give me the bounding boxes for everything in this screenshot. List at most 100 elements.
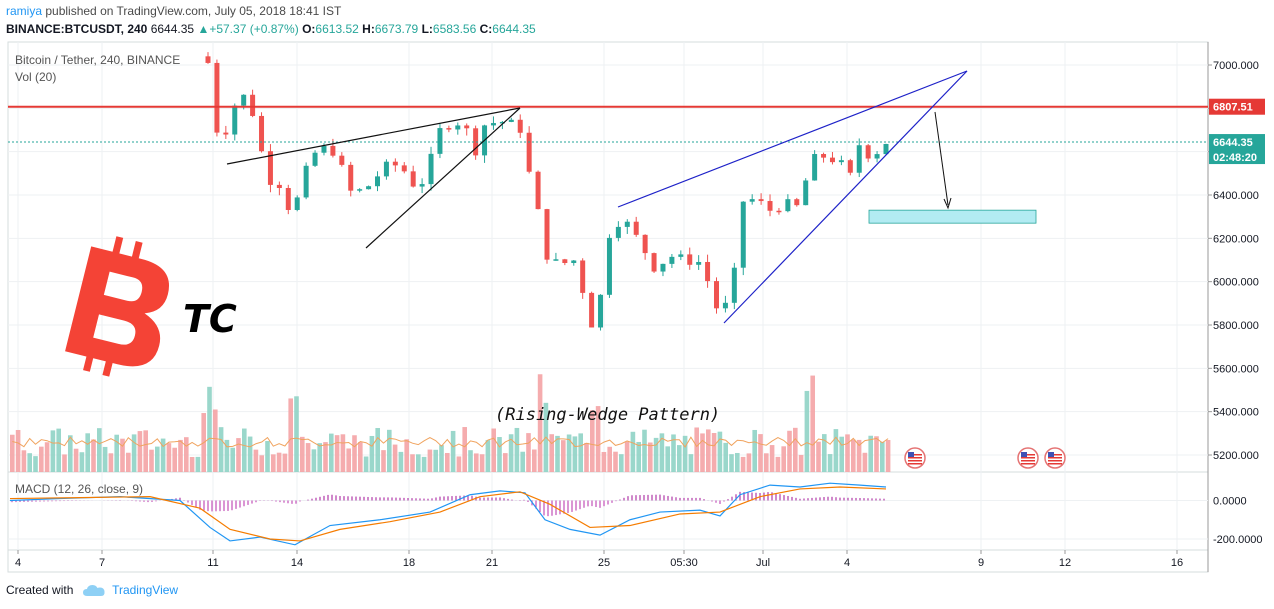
volume-bar: [520, 451, 525, 472]
volume-bar: [247, 436, 253, 472]
high-label: H:: [362, 22, 375, 36]
candle-body: [553, 259, 559, 261]
wedge-lower-line-2[interactable]: [723, 70, 968, 324]
candle-body: [348, 164, 354, 191]
pattern-annotation: (Rising-Wedge Pattern): [495, 405, 720, 425]
volume-bar: [868, 435, 873, 472]
volume-bar: [508, 434, 514, 472]
candle-body: [214, 62, 220, 133]
price-tick-label: 5800.000: [1213, 320, 1259, 332]
price-chart[interactable]: TC (Rising-Wedge Pattern) Bitcoin / Teth…: [0, 0, 1274, 580]
price-tick-label: 5400.000: [1213, 407, 1259, 419]
volume-bar: [717, 431, 723, 472]
volume-bar: [427, 449, 433, 472]
candle-body: [651, 253, 657, 272]
close-value: 6644.35: [492, 22, 536, 36]
volume-bar: [659, 433, 665, 472]
volume-bar: [514, 427, 520, 472]
volume-bar: [410, 454, 415, 472]
candle-body: [740, 201, 746, 268]
candle-body: [606, 237, 612, 295]
logo-text: TC: [183, 297, 237, 341]
candle-body: [285, 188, 291, 210]
candle-body: [446, 128, 452, 130]
candle-body: [642, 234, 648, 254]
flag-stripe: [1021, 460, 1035, 462]
volume-bar: [346, 448, 351, 472]
volume-bar: [851, 439, 856, 472]
price-tick-label: 6400.000: [1213, 190, 1259, 202]
volume-bar: [572, 436, 578, 472]
open-value: 6613.52: [315, 22, 359, 36]
volume-bar: [265, 441, 270, 472]
volume-bar: [787, 430, 792, 472]
candle-body: [722, 302, 728, 309]
ohlc-bar: BINANCE:BTCUSDT, 240 6644.35 ▲+57.37 (+0…: [6, 22, 1274, 36]
volume-bar: [746, 453, 752, 472]
volume-bar: [793, 427, 798, 472]
volume-bar: [126, 452, 131, 472]
candle-body: [580, 260, 586, 293]
volume-bar: [143, 430, 148, 472]
low-label: L:: [421, 22, 433, 36]
time-tick-label: 25: [598, 557, 610, 569]
volume-bar: [85, 433, 90, 472]
volume-bar: [131, 434, 137, 472]
bitcoin-logo-icon: [65, 236, 169, 377]
volume-bar: [392, 444, 398, 472]
time-axis-labels: 4 7 11 14 18 21 25 05:30 Jul 4 9 12 16: [15, 550, 1183, 569]
volume-bar: [300, 436, 305, 472]
volume-bar: [149, 449, 154, 472]
wedge-upper-line-2[interactable]: [617, 70, 968, 208]
time-tick-label: Jul: [756, 557, 770, 569]
created-with-text: Created with: [6, 583, 74, 597]
price-axis[interactable]: 7000.0006800.0006600.0006400.0006200.000…: [1208, 60, 1263, 546]
macd-tick-label: 0.0000: [1213, 496, 1247, 508]
volume-bar: [10, 434, 15, 472]
flag-canton: [1021, 452, 1027, 457]
volume-bar: [827, 454, 833, 472]
volume-bar: [601, 451, 607, 472]
volume-bar: [97, 428, 102, 472]
flag-stripe: [1048, 460, 1062, 462]
volume-bar: [526, 433, 531, 472]
tradingview-link[interactable]: TradingView: [112, 583, 179, 597]
flag-stripe: [1021, 454, 1035, 456]
candle-body: [205, 56, 211, 63]
target-zone[interactable]: [868, 209, 1037, 224]
volume-bar: [294, 396, 299, 472]
volume-bar: [305, 443, 311, 472]
wedge-lower-line-1[interactable]: [365, 107, 521, 249]
target-arrow[interactable]: [934, 111, 949, 206]
time-tick-label: 7: [99, 557, 105, 569]
tradingview-cloud-icon: [82, 584, 105, 596]
volume-bar: [404, 439, 409, 472]
volume-bar: [387, 429, 392, 472]
volume-bar: [503, 453, 508, 472]
volume-bar: [27, 453, 32, 472]
candle-body: [321, 145, 327, 153]
wedge-upper-line-1[interactable]: [226, 107, 521, 165]
volume-bar: [102, 446, 108, 472]
low-value: 6583.56: [432, 22, 477, 36]
volume-bar: [160, 438, 166, 472]
volume-bar: [798, 454, 804, 472]
candle-body: [696, 261, 702, 265]
time-tick-label: 05:30: [670, 557, 698, 569]
time-tick-label: 4: [844, 557, 850, 569]
volume-bar: [276, 452, 282, 472]
author-link[interactable]: ramiya: [6, 4, 43, 18]
volume-bar: [682, 435, 688, 472]
volume-bar: [213, 409, 218, 472]
volume-bar: [33, 456, 38, 472]
resistance-price-text: 6807.51: [1213, 102, 1253, 114]
event-flags[interactable]: [904, 447, 1066, 469]
candle-body: [758, 199, 764, 202]
candle-body: [464, 125, 470, 129]
time-tick-label: 21: [486, 557, 498, 569]
volume-bar: [566, 434, 572, 472]
volume-bar: [62, 454, 67, 472]
candle-body: [375, 176, 380, 187]
volume-bar: [114, 434, 119, 472]
candle-body: [669, 256, 675, 264]
